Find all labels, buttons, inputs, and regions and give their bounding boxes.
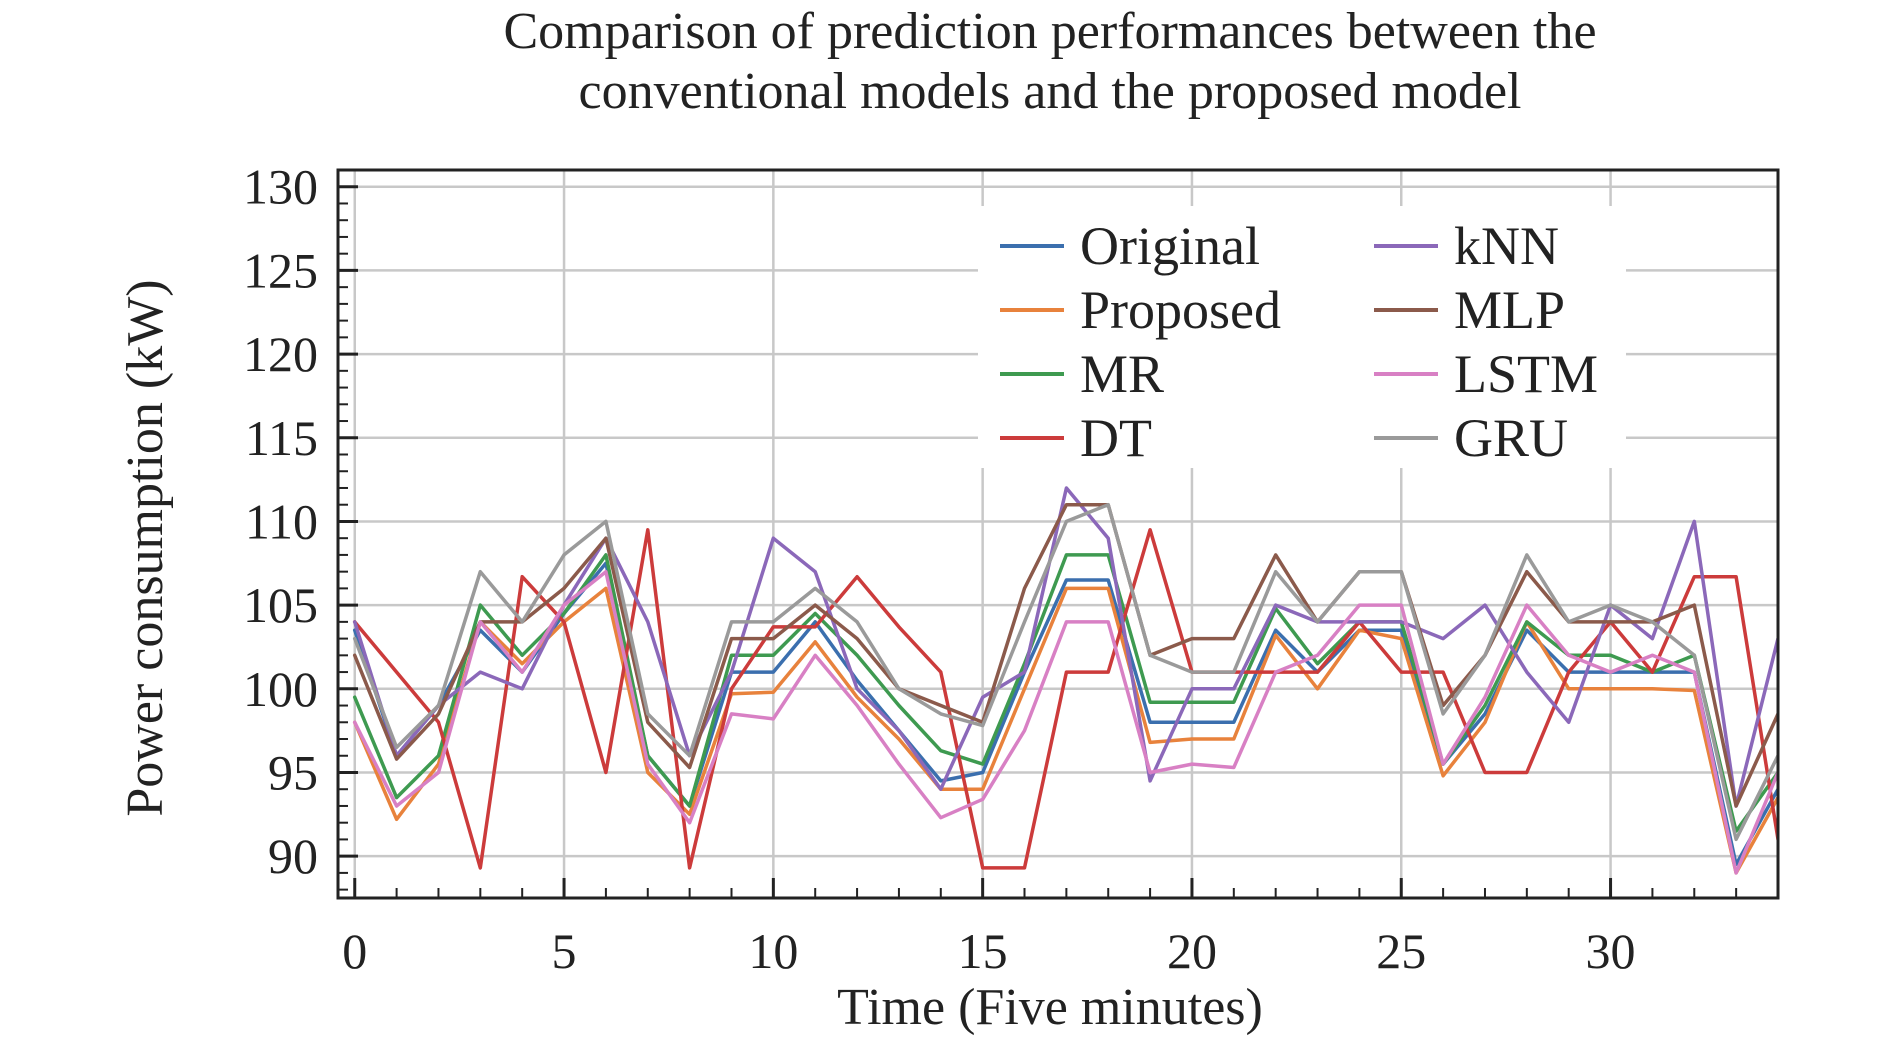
x-tick-label: 0 [342,923,367,979]
x-tick-label: 25 [1376,923,1426,979]
y-tick-label: 105 [243,577,318,633]
x-tick-label: 15 [958,923,1008,979]
series-line-mlp [352,502,1778,808]
y-tick-label: 115 [245,410,318,466]
chart-title-line-1: Comparison of prediction performances be… [503,3,1596,60]
series-line-dt [352,528,1778,870]
legend-background [978,206,1626,468]
legend-label-dt: DT [1080,408,1152,468]
legend-label-original: Original [1080,216,1260,276]
y-tick-label: 90 [268,828,318,884]
series-line-mr [352,553,1778,833]
series-layer [352,486,1778,875]
legend-label-proposed: Proposed [1080,280,1281,340]
x-axis-label: Time (Five minutes) [837,979,1263,1036]
y-tick-label: 130 [243,159,318,215]
legend-label-knn: kNN [1454,216,1559,276]
series-line-gru [352,502,1778,842]
x-tick-label: 10 [748,923,798,979]
legend-label-mlp: MLP [1454,280,1565,340]
y-axis-label: Power consumption (kW) [117,279,174,816]
y-tick-label: 95 [268,744,318,800]
x-tick-label: 5 [552,923,577,979]
series-line-lstm [352,569,1778,875]
legend-label-mr: MR [1080,344,1164,404]
y-tick-label: 120 [243,326,318,382]
legend-label-lstm: LSTM [1454,344,1598,404]
tick-layer: 90 95 100 105 110 115 120 125 130 0 5 10 15 20 25 30 [243,159,1779,979]
series-line-proposed [352,586,1778,875]
x-tick-label: 30 [1586,923,1636,979]
x-tick-label: 20 [1167,923,1217,979]
y-tick-label: 110 [245,493,318,549]
y-tick-label: 100 [243,661,318,717]
legend-label-gru: GRU [1454,408,1568,468]
y-tick-label: 125 [243,242,318,298]
plot-frame [336,168,1780,900]
series-line-knn [352,486,1778,808]
chart-title-line-2: conventional models and the proposed mod… [578,63,1521,120]
